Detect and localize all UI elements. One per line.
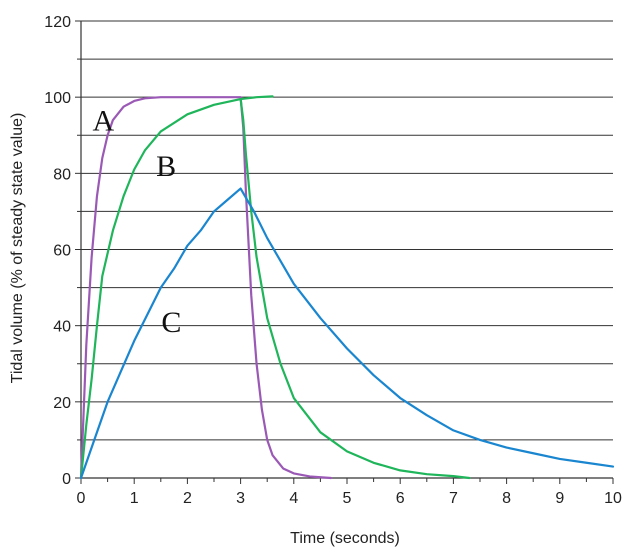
series-c-line bbox=[79, 187, 615, 480]
y-tick-label: 20 bbox=[53, 395, 71, 412]
grid-layer bbox=[81, 20, 613, 441]
y-tick-label: 120 bbox=[44, 14, 71, 31]
series-a-line bbox=[79, 96, 333, 480]
y-tick-label: 80 bbox=[53, 166, 71, 183]
x-tick-label: 7 bbox=[449, 490, 458, 507]
x-tick-label: 10 bbox=[604, 490, 622, 507]
y-axis-title: Tidal volume (% of steady state value) bbox=[9, 113, 26, 384]
x-tick-label: 3 bbox=[236, 490, 245, 507]
x-tick-label: 6 bbox=[396, 490, 405, 507]
series-b-line-decay bbox=[239, 97, 471, 480]
x-tick-label: 9 bbox=[555, 490, 564, 507]
curve-label-a: A bbox=[93, 104, 115, 137]
curve-label-c: C bbox=[161, 306, 181, 339]
y-tick-label: 100 bbox=[44, 90, 71, 107]
y-tick-label: 0 bbox=[62, 471, 71, 488]
x-tick-label: 2 bbox=[183, 490, 192, 507]
x-tick-label: 4 bbox=[289, 490, 298, 507]
y-tick-label: 60 bbox=[53, 243, 71, 260]
x-axis-title: Time (seconds) bbox=[290, 530, 400, 547]
x-tick-label: 1 bbox=[130, 490, 139, 507]
curve-label-b: B bbox=[156, 150, 176, 183]
axis-layer: 0 20 40 60 80 100 120 0 1 2 3 4 5 6 7 8 9 10 bbox=[44, 14, 622, 507]
x-tick-label: 0 bbox=[77, 490, 86, 507]
series-b-line-rise bbox=[79, 95, 274, 480]
x-tick-label: 8 bbox=[502, 490, 511, 507]
x-tick-label: 5 bbox=[343, 490, 352, 507]
series-layer bbox=[79, 95, 615, 480]
annotation-layer: A B C bbox=[93, 104, 182, 339]
y-tick-label: 40 bbox=[53, 319, 71, 336]
